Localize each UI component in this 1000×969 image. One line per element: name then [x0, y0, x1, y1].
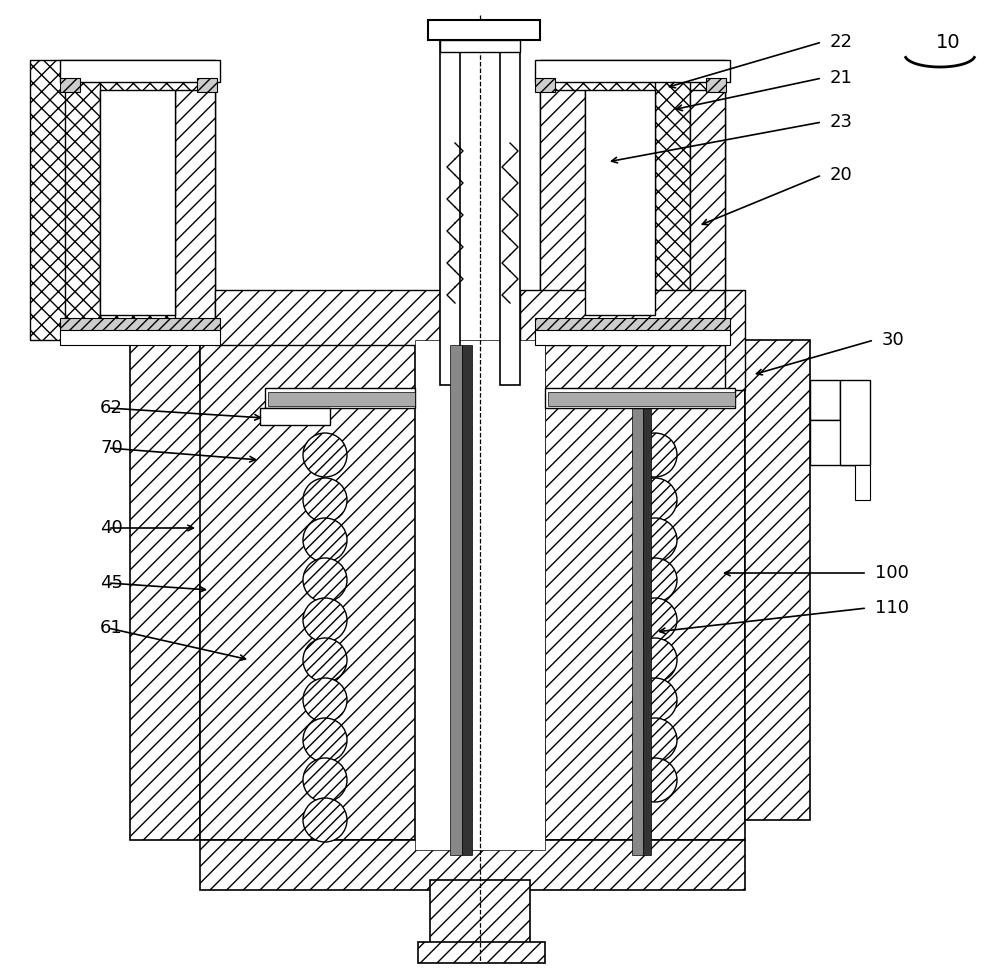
Polygon shape — [643, 390, 651, 855]
Polygon shape — [215, 290, 440, 345]
Circle shape — [303, 758, 347, 802]
Polygon shape — [500, 30, 520, 385]
Circle shape — [303, 678, 347, 722]
Polygon shape — [545, 340, 745, 840]
Text: 20: 20 — [830, 166, 853, 184]
Polygon shape — [175, 90, 215, 325]
Polygon shape — [268, 392, 415, 406]
Polygon shape — [440, 30, 460, 385]
Polygon shape — [60, 318, 220, 335]
Polygon shape — [810, 380, 840, 420]
Polygon shape — [540, 90, 585, 325]
Polygon shape — [655, 65, 690, 330]
Text: 10: 10 — [936, 33, 960, 51]
Text: 22: 22 — [830, 33, 853, 51]
Polygon shape — [585, 90, 655, 315]
Polygon shape — [200, 340, 415, 840]
Polygon shape — [60, 330, 220, 345]
Text: 110: 110 — [875, 599, 909, 617]
Polygon shape — [430, 880, 530, 945]
Polygon shape — [65, 65, 100, 330]
Polygon shape — [745, 340, 810, 820]
Circle shape — [633, 518, 677, 562]
Text: 62: 62 — [100, 399, 123, 417]
Polygon shape — [450, 345, 462, 855]
Polygon shape — [632, 390, 643, 855]
Polygon shape — [30, 60, 215, 340]
Polygon shape — [540, 60, 725, 340]
Circle shape — [633, 433, 677, 477]
Polygon shape — [535, 60, 730, 82]
Circle shape — [303, 518, 347, 562]
Polygon shape — [545, 388, 735, 408]
Polygon shape — [265, 388, 415, 408]
Polygon shape — [197, 78, 217, 92]
Polygon shape — [100, 90, 175, 315]
Polygon shape — [548, 392, 735, 406]
Polygon shape — [260, 408, 330, 425]
Polygon shape — [415, 340, 545, 850]
Polygon shape — [428, 20, 540, 40]
Polygon shape — [535, 330, 730, 345]
Circle shape — [633, 638, 677, 682]
Text: 70: 70 — [100, 439, 123, 457]
Polygon shape — [440, 40, 520, 52]
Polygon shape — [535, 78, 555, 92]
Polygon shape — [418, 942, 545, 963]
Circle shape — [303, 638, 347, 682]
Text: 40: 40 — [100, 519, 123, 537]
Polygon shape — [200, 840, 745, 890]
Text: 23: 23 — [830, 113, 853, 131]
Polygon shape — [520, 290, 725, 345]
Polygon shape — [690, 90, 725, 325]
Text: 61: 61 — [100, 619, 123, 637]
Circle shape — [633, 558, 677, 602]
Polygon shape — [60, 60, 220, 82]
Polygon shape — [725, 290, 745, 390]
Circle shape — [633, 718, 677, 762]
Circle shape — [633, 598, 677, 642]
Polygon shape — [810, 420, 855, 465]
Circle shape — [303, 598, 347, 642]
Circle shape — [303, 478, 347, 522]
Text: 100: 100 — [875, 564, 909, 582]
Circle shape — [633, 678, 677, 722]
Polygon shape — [535, 318, 730, 335]
Circle shape — [633, 758, 677, 802]
Text: 30: 30 — [882, 331, 905, 349]
Text: 21: 21 — [830, 69, 853, 87]
Circle shape — [303, 558, 347, 602]
Polygon shape — [706, 78, 726, 92]
Polygon shape — [840, 380, 870, 465]
Circle shape — [633, 478, 677, 522]
Circle shape — [303, 433, 347, 477]
Polygon shape — [855, 465, 870, 500]
Text: 45: 45 — [100, 574, 123, 592]
Polygon shape — [462, 345, 472, 855]
Polygon shape — [130, 340, 265, 840]
Polygon shape — [60, 78, 80, 92]
Circle shape — [303, 718, 347, 762]
Circle shape — [303, 798, 347, 842]
